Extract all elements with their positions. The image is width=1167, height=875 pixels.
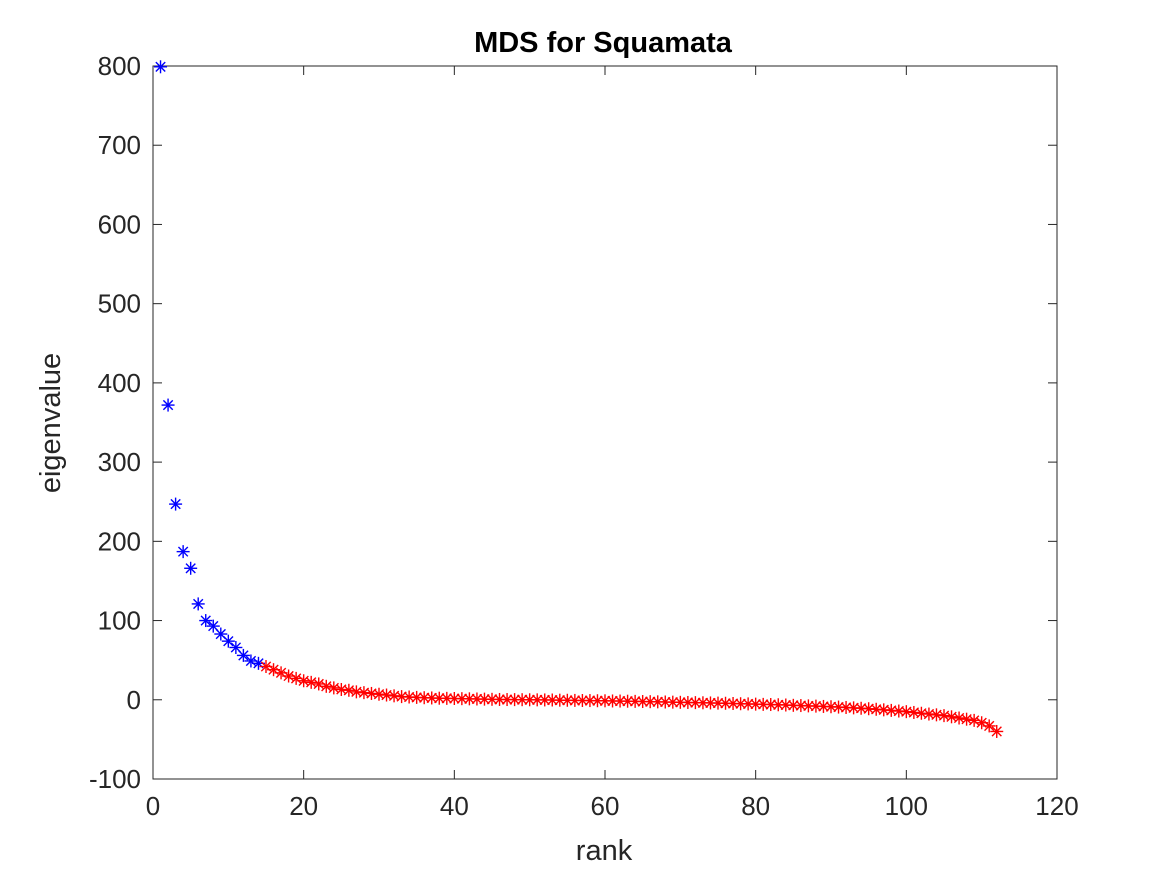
data-point <box>199 614 213 628</box>
data-point <box>553 693 567 707</box>
data-point <box>184 561 198 575</box>
data-point <box>613 694 627 708</box>
y-tick-label: 0 <box>127 685 141 715</box>
data-point <box>327 681 341 695</box>
data-point <box>606 694 620 708</box>
data-point <box>628 694 642 708</box>
x-axis-label: rank <box>576 835 633 867</box>
x-tick-label: 80 <box>741 791 770 821</box>
data-points <box>154 60 1004 738</box>
data-point <box>372 687 386 701</box>
data-point <box>493 692 507 706</box>
chart-title: MDS for Squamata <box>474 27 733 59</box>
data-point <box>455 692 469 706</box>
x-tick-label: 100 <box>885 791 928 821</box>
y-tick-label: 600 <box>98 209 141 239</box>
data-point <box>319 679 333 693</box>
y-tick-label: 500 <box>98 289 141 319</box>
x-tick-label: 40 <box>440 791 469 821</box>
y-tick-label: 300 <box>98 447 141 477</box>
y-tick-label: 100 <box>98 606 141 636</box>
data-point <box>334 682 348 696</box>
data-point <box>221 634 235 648</box>
data-point <box>508 693 522 707</box>
x-tick-label: 60 <box>591 791 620 821</box>
y-tick-label: 200 <box>98 526 141 556</box>
data-point <box>749 697 763 711</box>
data-point <box>651 695 665 709</box>
data-point <box>937 709 951 723</box>
data-point <box>161 398 175 412</box>
y-axis-label: eigenvalue <box>35 353 67 493</box>
data-point <box>462 692 476 706</box>
data-point <box>764 698 778 712</box>
data-point <box>470 692 484 706</box>
data-point <box>990 724 1004 738</box>
data-point <box>801 699 815 713</box>
data-point <box>982 719 996 733</box>
data-point <box>169 497 183 511</box>
y-tick-label: 800 <box>98 51 141 81</box>
y-axis: -100 0 100 200 300 400 500 600 700 800 <box>89 51 1057 794</box>
data-point <box>583 694 597 708</box>
x-tick-label: 0 <box>146 791 160 821</box>
data-point <box>696 696 710 710</box>
data-point <box>523 693 537 707</box>
data-point <box>154 60 168 74</box>
data-point <box>681 695 695 709</box>
x-tick-label: 120 <box>1035 791 1078 821</box>
data-point <box>176 545 190 559</box>
data-point <box>236 648 250 662</box>
x-tick-label: 20 <box>289 791 318 821</box>
data-point <box>191 597 205 611</box>
y-tick-label: 700 <box>98 130 141 160</box>
x-axis: 0 20 40 60 80 100 120 <box>146 66 1079 821</box>
y-tick-label: -100 <box>89 764 141 794</box>
y-tick-label: 400 <box>98 368 141 398</box>
